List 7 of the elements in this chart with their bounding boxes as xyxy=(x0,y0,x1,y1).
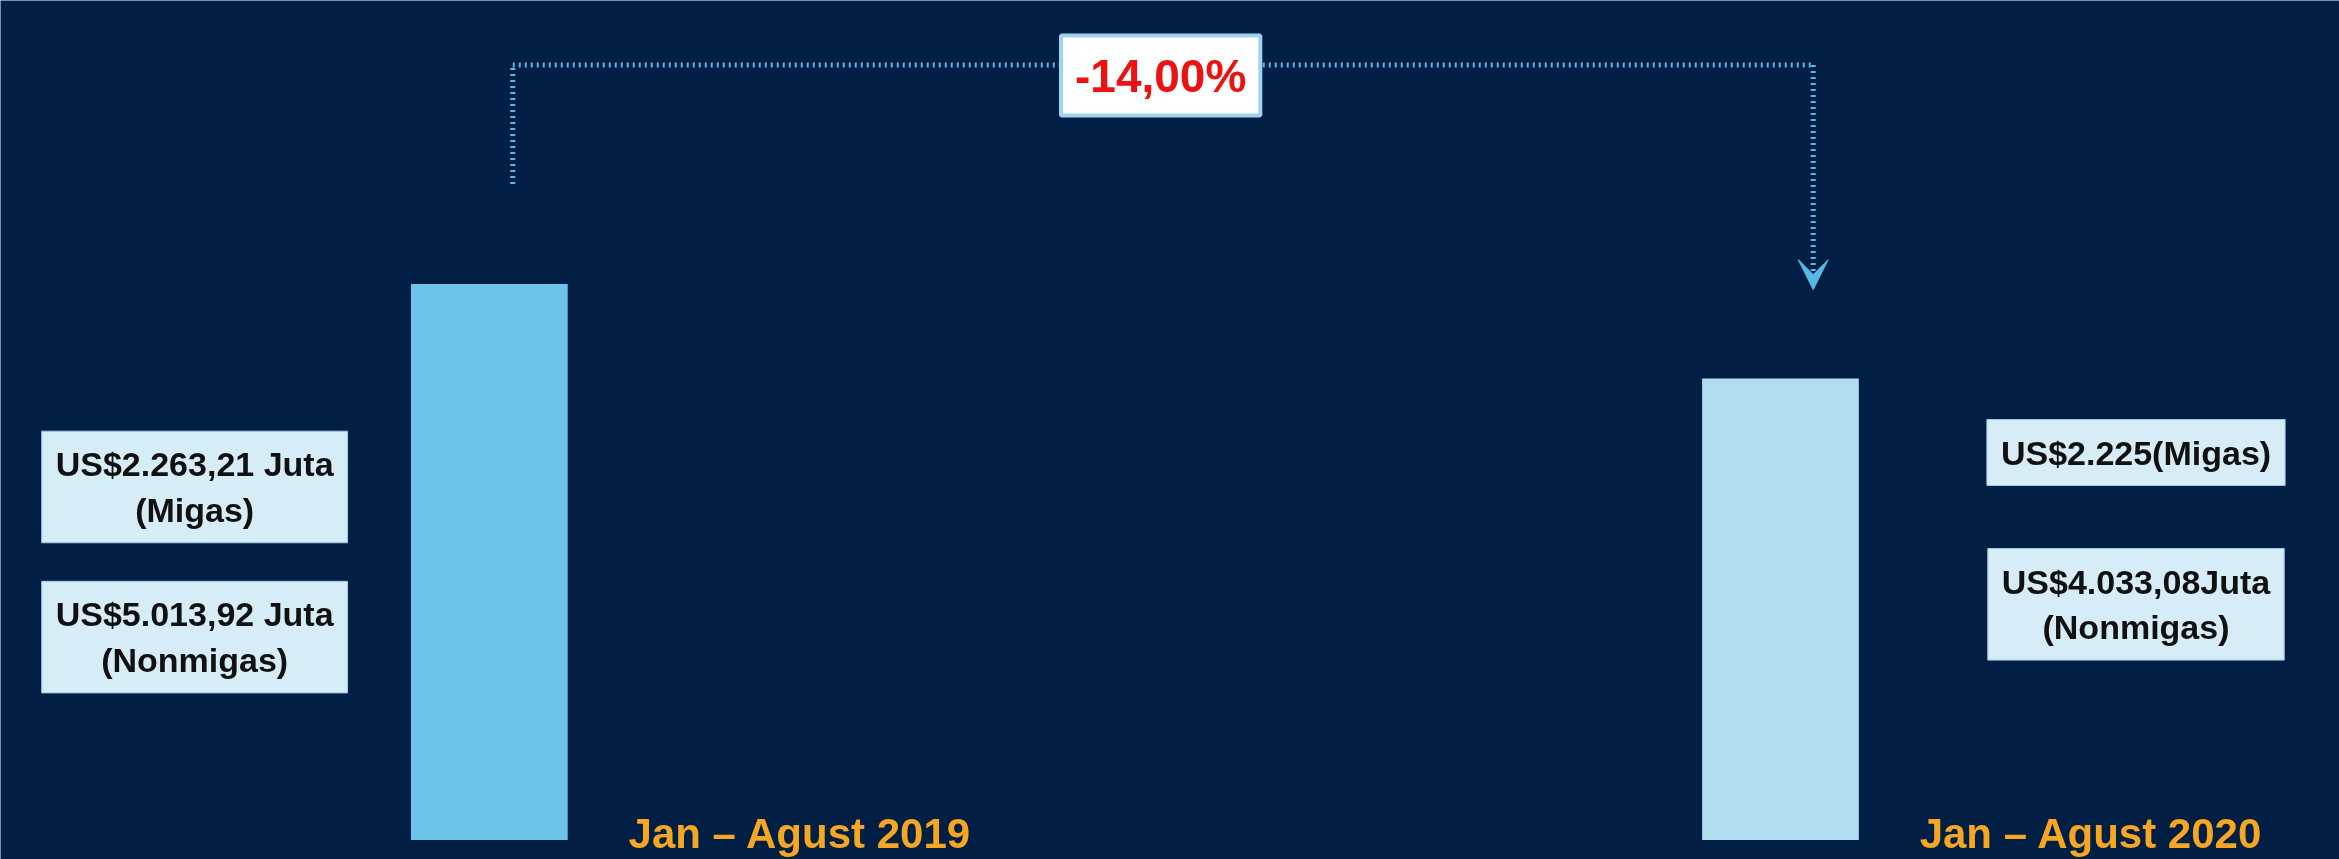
text: -14,00% xyxy=(1074,49,1247,102)
annotation: US$4.033,08Juta (Nonmigas) xyxy=(2001,562,2272,647)
annotation: US$2.263,21 Juta (Migas) xyxy=(55,445,335,529)
annotation: US$5.013,92 Juta (Nonmigas) xyxy=(55,595,335,679)
x-tick-label: Jan – Agust 2020 xyxy=(1919,809,2262,857)
x-tick-label: Jan – Agust 2019 xyxy=(628,809,971,857)
annotation: US$2.225(Migas) xyxy=(2000,433,2272,472)
